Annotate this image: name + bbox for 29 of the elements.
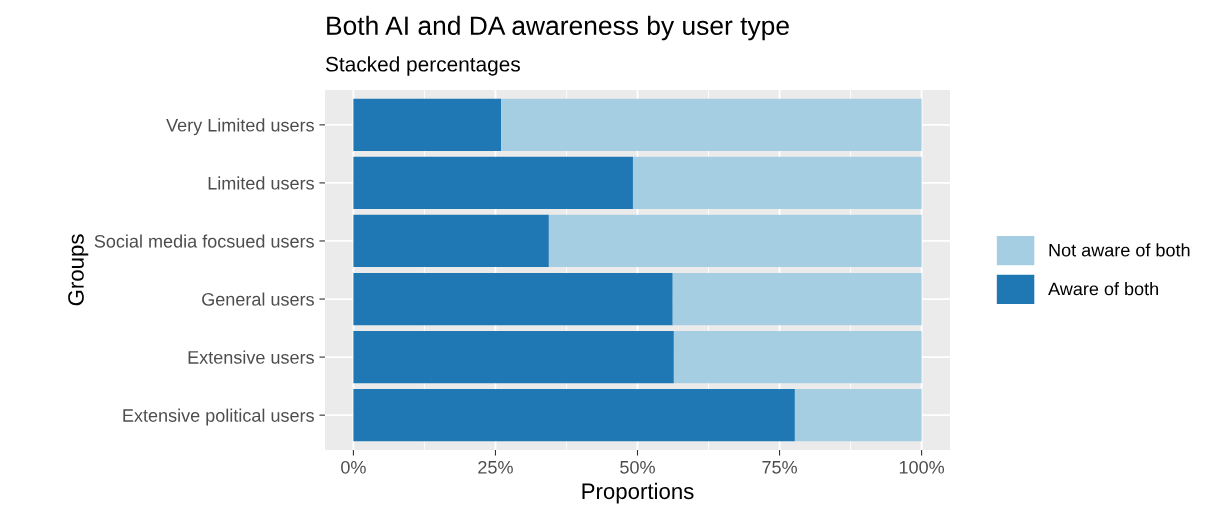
bar [353, 330, 674, 384]
x-axis-title: Proportions [582, 482, 694, 504]
y-tick-label: General users [202, 292, 314, 306]
bar [673, 330, 922, 384]
y-tick-label: Social media focsued users [94, 234, 314, 248]
y-axis-title: Groups [68, 234, 89, 306]
bar [501, 98, 922, 151]
bar [548, 214, 922, 268]
chart-subtitle: Stacked percentages [325, 56, 520, 76]
bar [353, 214, 549, 268]
chart-title: Both AI and DA awareness by user type [327, 15, 789, 41]
bar [353, 156, 633, 210]
legend-label: Not aware of both [1049, 243, 1190, 257]
x-tick-label: 25% [478, 460, 513, 474]
x-tick-label: 50% [620, 460, 655, 474]
bar [794, 389, 922, 442]
x-tick-label: 75% [762, 460, 797, 474]
bar [353, 389, 795, 442]
x-tick-label: 100% [899, 460, 945, 474]
y-tick-label: Very Limited users [166, 118, 314, 136]
y-tick-label: Extensive political users [123, 408, 314, 426]
bar [632, 156, 922, 210]
y-tick-label: Extensive users [188, 350, 314, 364]
bar [353, 272, 673, 326]
bar [353, 98, 502, 151]
legend-label: Aware of both [1048, 282, 1158, 296]
bar [672, 272, 922, 326]
y-tick-label: Limited users [208, 176, 314, 190]
x-tick-label: 0% [341, 460, 366, 474]
